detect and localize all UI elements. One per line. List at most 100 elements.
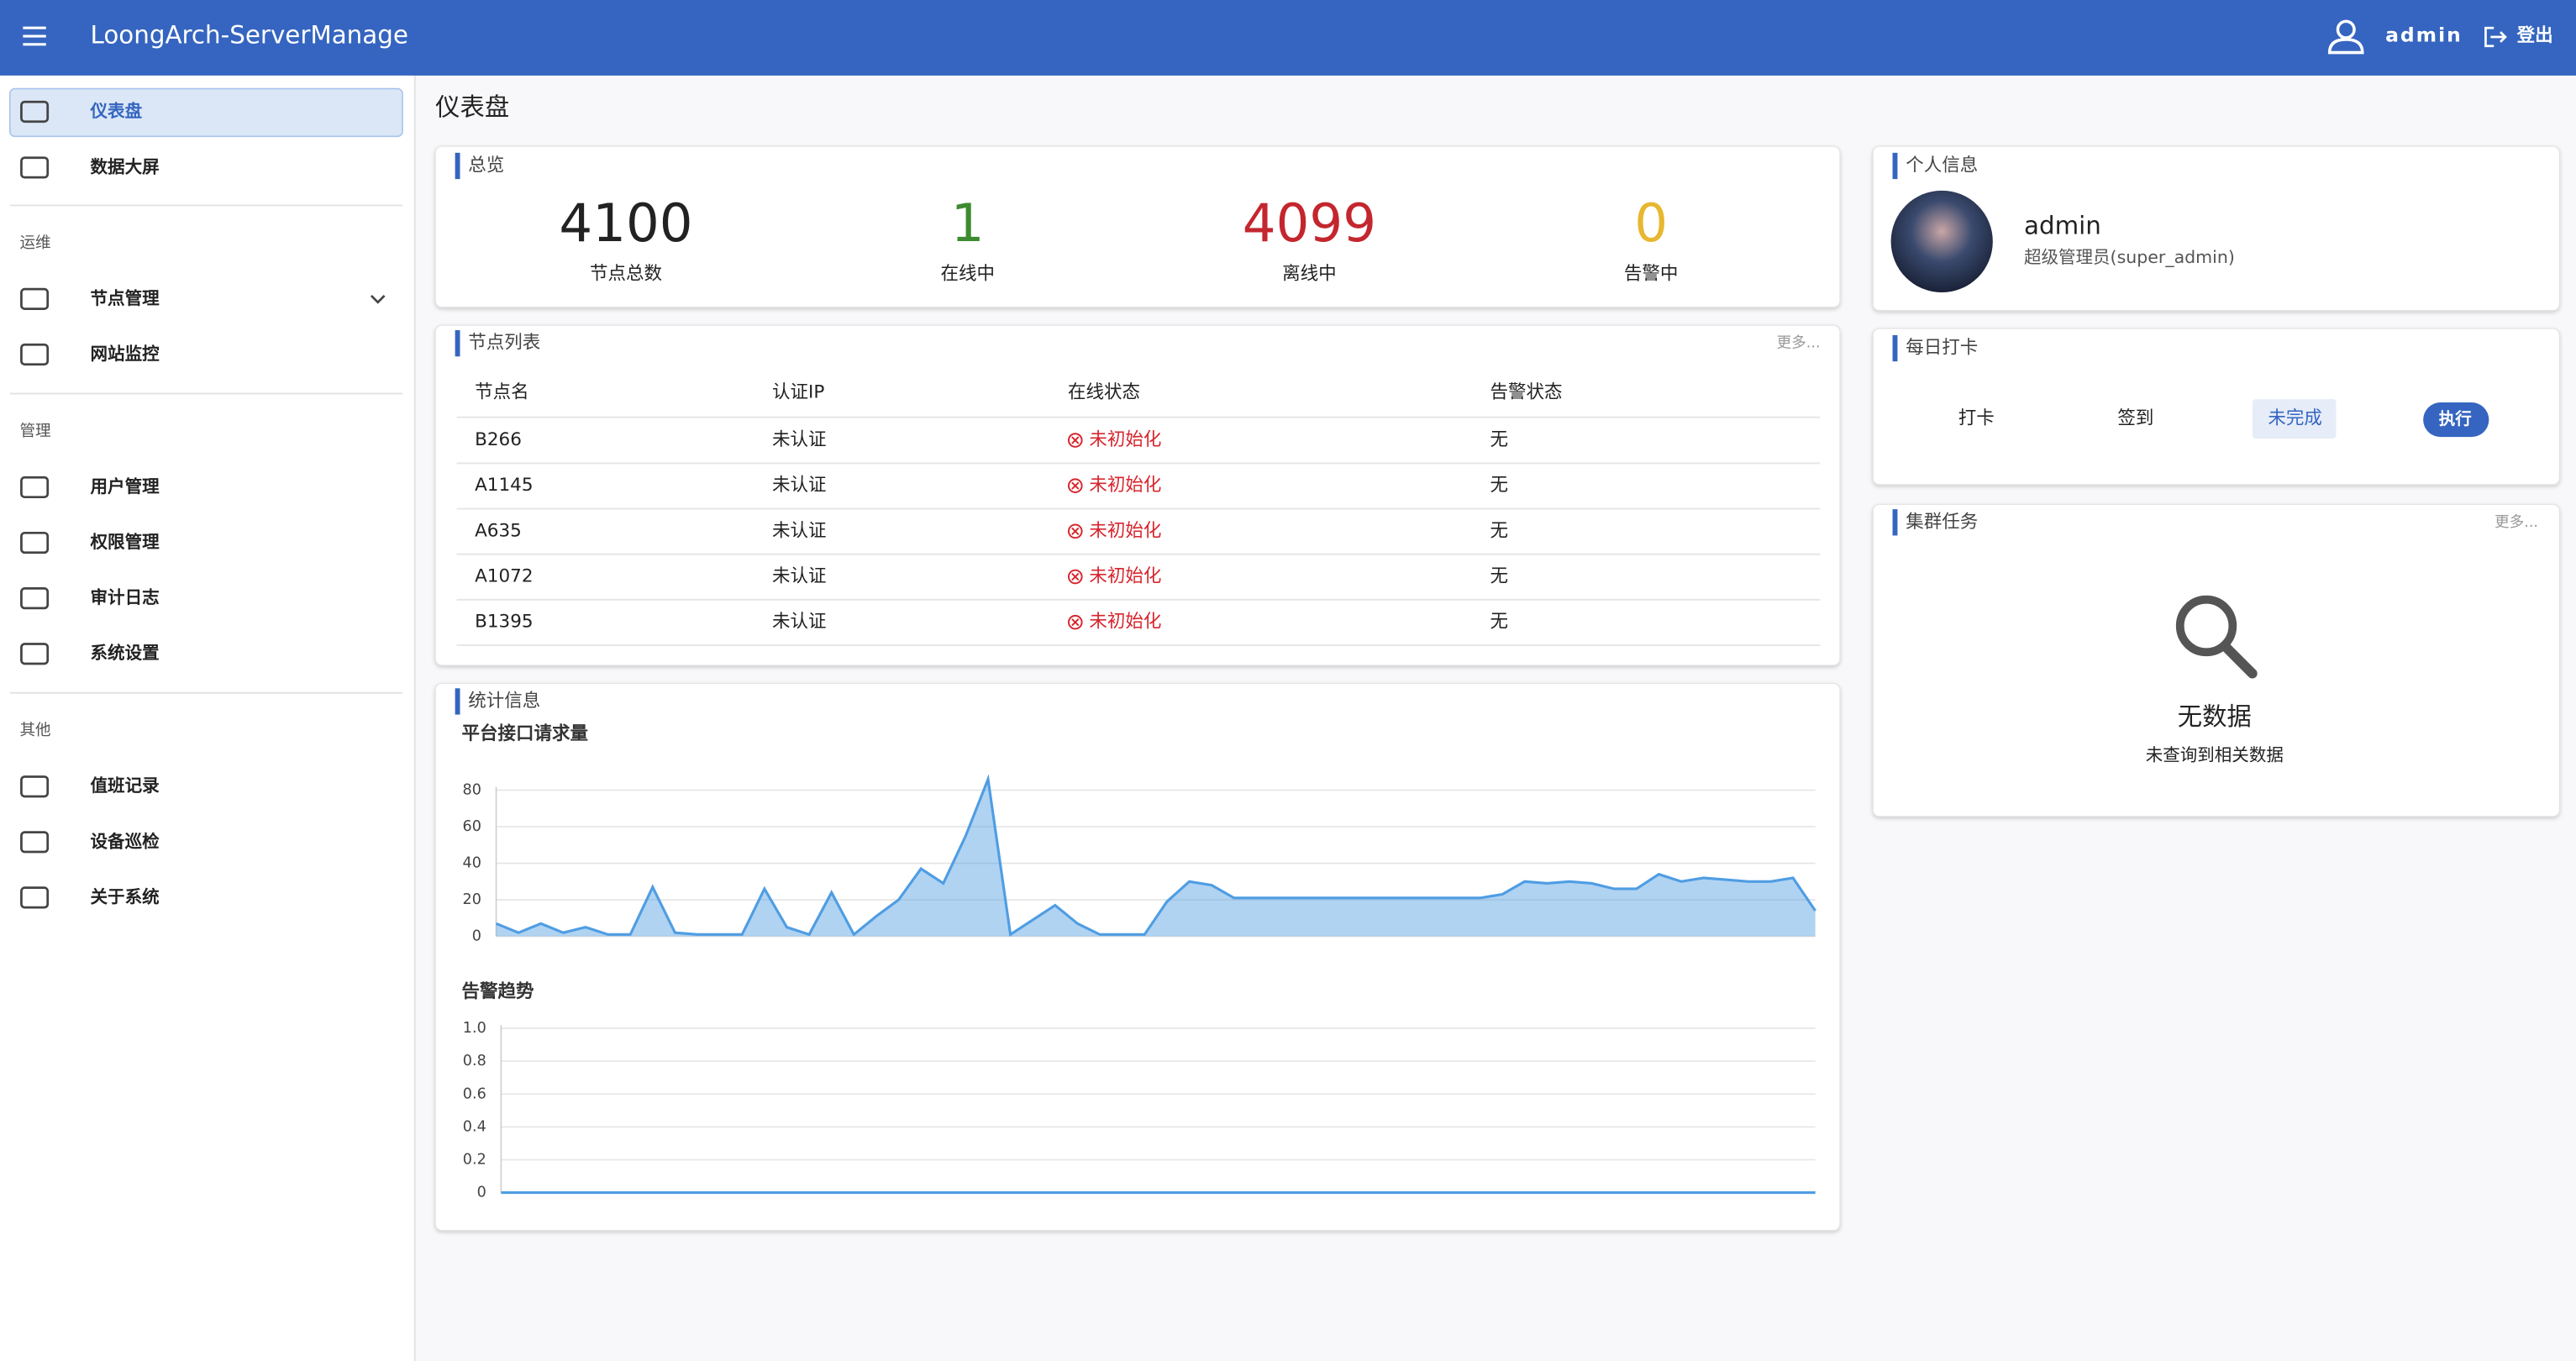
y-tick-label: 0.2: [463, 1151, 486, 1168]
status-icon: [1071, 618, 1080, 627]
nav-icon: [20, 287, 50, 310]
user-icon[interactable]: [2327, 19, 2364, 55]
y-tick-label: 40: [463, 855, 481, 872]
active-nav-highlight: [8, 87, 403, 138]
table-cell: 无: [1490, 520, 1509, 541]
card-title: 集群任务: [1906, 512, 1978, 533]
profile-role: 超级管理员(super_admin): [2024, 247, 2235, 267]
stats-card: [434, 682, 1841, 1232]
status-icon: [1071, 527, 1080, 535]
card-accents: [455, 152, 1898, 715]
table-cell: 无: [1490, 612, 1509, 633]
card-title: 个人信息: [1906, 155, 1978, 176]
table-cell: 未认证: [772, 520, 827, 541]
checkin-cell: 签到: [2117, 408, 2153, 429]
sidebar-nav: 仪表盘数据大屏运维节点管理网站监控管理用户管理权限管理审计日志系统设置其他值班记…: [9, 100, 403, 909]
table-cell: 未初始化: [1089, 566, 1161, 587]
nav-icon: [20, 100, 50, 123]
menu-button[interactable]: [23, 26, 46, 46]
table-cell: A1072: [475, 566, 533, 587]
nav-item[interactable]: 关于系统: [91, 886, 160, 906]
status-icon: [1071, 481, 1080, 490]
table-cell: 未初始化: [1089, 520, 1161, 541]
stat-label: 离线中: [1282, 264, 1337, 285]
nav-icon: [20, 531, 50, 554]
table-cell: 未初始化: [1089, 475, 1161, 496]
execute-button[interactable]: [2423, 402, 2489, 438]
table-cell: 无: [1490, 429, 1509, 450]
table-cell: 未认证: [772, 612, 827, 633]
nav-icon: [20, 886, 50, 909]
table-cell: 未认证: [772, 429, 827, 450]
table-cell: B266: [475, 429, 522, 450]
stat-value: 4099: [1243, 192, 1376, 254]
node-list-card: [434, 324, 1841, 666]
nav-item[interactable]: 系统设置: [91, 643, 160, 663]
column-header: 在线状态: [1068, 381, 1140, 402]
nav-item[interactable]: 权限管理: [90, 532, 160, 552]
nav-item[interactable]: 值班记录: [91, 775, 160, 796]
nav-item[interactable]: 用户管理: [91, 476, 160, 497]
search-icon: [2175, 595, 2258, 679]
nav-item[interactable]: 仪表盘: [90, 101, 143, 121]
more-link[interactable]: 更多...: [2495, 514, 2538, 531]
y-tick-label: 60: [463, 818, 481, 835]
logout[interactable]: 登出: [2516, 25, 2553, 46]
nav-item[interactable]: 审计日志: [91, 587, 160, 607]
y-tick-label: 0.4: [463, 1118, 486, 1135]
nav-group: 运维: [19, 234, 50, 252]
nav-icon: [20, 476, 50, 499]
table-cell: B1395: [475, 612, 533, 633]
nav-item[interactable]: 节点管理: [91, 288, 160, 308]
status-icon: [1067, 569, 1083, 585]
table-cell: 未认证: [772, 475, 827, 496]
stat-value: 1: [951, 192, 985, 254]
stat-value: 4100: [559, 192, 692, 254]
column-header: 认证IP: [772, 381, 824, 402]
nav-group: 其他: [19, 722, 50, 739]
line: [495, 774, 1816, 938]
checkin-cell: 未完成: [2268, 408, 2322, 429]
logout-icon[interactable]: [2484, 26, 2507, 48]
y-tick-label: 0.8: [463, 1053, 486, 1069]
nav-item[interactable]: 数据大屏: [91, 156, 160, 176]
status-icon: [1067, 614, 1083, 630]
status-icon: [1067, 523, 1083, 539]
nav-icon: [20, 343, 50, 366]
nav-icon: [20, 831, 50, 854]
column-header: 告警状态: [1490, 381, 1563, 402]
card-title: 节点列表: [468, 333, 540, 354]
nav-item[interactable]: 设备巡检: [91, 831, 160, 851]
y-tick-label: 80: [463, 782, 481, 799]
user-name[interactable]: admin: [2385, 24, 2463, 47]
table-cell: A1145: [475, 475, 533, 496]
checkin-cell: 打卡: [1958, 408, 1995, 429]
y-tick-label: 20: [463, 891, 481, 908]
nav-item[interactable]: 网站监控: [91, 344, 160, 364]
checkin-card: [1872, 328, 2561, 486]
status-icon: [1067, 478, 1083, 493]
checkin-row: 打卡 签到 未完成: [1958, 408, 2322, 429]
overview-card: [434, 145, 1841, 308]
execute-label[interactable]: 执行: [2439, 409, 2473, 428]
y-tick-label: 1.0: [463, 1020, 486, 1037]
nav-group: 管理: [19, 423, 50, 440]
table-cell: 未初始化: [1089, 429, 1161, 450]
card-title: 每日打卡: [1906, 338, 1978, 359]
table-cell: 无: [1490, 566, 1509, 587]
status-icon: [1067, 433, 1083, 448]
status-icon: [1071, 572, 1080, 581]
expand-icon: [370, 294, 386, 304]
cluster-card: [1872, 503, 2561, 817]
nav-icon: [20, 643, 50, 665]
more-link[interactable]: 更多...: [1777, 335, 1821, 352]
table-cell: 未认证: [772, 566, 827, 587]
y-tick-label: 0.6: [463, 1085, 486, 1102]
sidebar: [0, 75, 414, 1361]
app-title: LoongArch-ServerManage: [91, 21, 408, 50]
chart-title: 平台接口请求量: [461, 723, 588, 744]
nav-icon: [20, 775, 50, 798]
